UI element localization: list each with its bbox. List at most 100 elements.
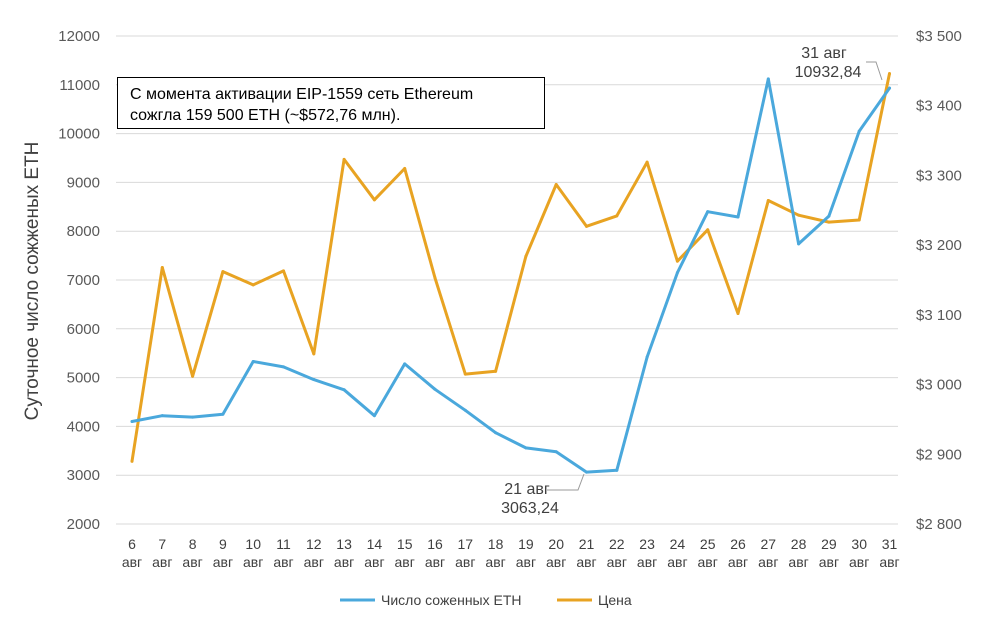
x-tick-day: 19 bbox=[518, 536, 534, 552]
point-burned-eth bbox=[130, 420, 134, 424]
series-line-price bbox=[130, 72, 891, 463]
left-tick-label: 11000 bbox=[59, 77, 100, 94]
annotation-max-value: 10932,84 bbox=[795, 64, 862, 81]
point-price bbox=[827, 220, 831, 224]
point-burned-eth bbox=[675, 271, 679, 275]
series-line-burned-eth bbox=[130, 77, 891, 474]
x-tick-day: 26 bbox=[730, 536, 746, 552]
point-price bbox=[130, 459, 134, 463]
point-burned-eth bbox=[433, 387, 437, 391]
legend-label-burned: Число соженных ETH bbox=[381, 592, 522, 608]
x-tick-day: 18 bbox=[488, 536, 504, 552]
right-tick-label: $3 300 bbox=[916, 167, 962, 184]
x-tick-day: 14 bbox=[367, 536, 383, 552]
x-tick-day: 25 bbox=[700, 536, 716, 552]
point-price bbox=[706, 228, 710, 232]
point-burned-eth bbox=[736, 215, 740, 219]
x-tick-month: авг bbox=[758, 554, 778, 570]
x-tick-day: 23 bbox=[639, 536, 655, 552]
left-tick-label: 10000 bbox=[58, 126, 100, 143]
point-burned-eth bbox=[585, 470, 588, 474]
x-tick-day: 15 bbox=[397, 536, 413, 552]
right-tick-label: $3 500 bbox=[916, 28, 962, 45]
point-price bbox=[433, 276, 437, 280]
x-tick-month: авг bbox=[546, 554, 566, 570]
note-line-1: С момента активации EIP-1559 сеть Ethere… bbox=[130, 86, 474, 103]
point-burned-eth bbox=[463, 408, 467, 412]
x-tick-month: авг bbox=[425, 554, 445, 570]
right-tick-label: $3 400 bbox=[916, 98, 962, 115]
x-tick-month: авг bbox=[637, 554, 657, 570]
x-tick-day: 13 bbox=[336, 536, 352, 552]
point-burned-eth bbox=[191, 415, 195, 419]
x-tick-month: авг bbox=[607, 554, 627, 570]
annotation-min-date: 21 авг bbox=[504, 481, 550, 498]
point-burned-eth bbox=[797, 242, 801, 246]
left-tick-label: 3000 bbox=[67, 467, 100, 484]
point-burned-eth bbox=[221, 412, 225, 416]
x-tick-month: авг bbox=[849, 554, 869, 570]
point-burned-eth bbox=[857, 129, 861, 133]
point-price bbox=[888, 72, 891, 76]
right-axis-ticks: $2 800 $2 900 $3 000 $3 100 $3 200 $3 300 $3 4… bbox=[916, 28, 962, 533]
x-tick-month: авг bbox=[516, 554, 536, 570]
point-burned-eth bbox=[827, 214, 831, 218]
x-tick-month: авг bbox=[395, 554, 415, 570]
point-burned-eth bbox=[615, 468, 619, 472]
x-tick-day: 28 bbox=[791, 536, 807, 552]
point-price bbox=[282, 269, 285, 273]
x-tick-day: 21 bbox=[579, 536, 595, 552]
x-tick-month: авг bbox=[334, 554, 354, 570]
x-tick-day: 9 bbox=[219, 536, 227, 552]
point-price bbox=[585, 224, 588, 228]
x-tick-day: 6 bbox=[128, 536, 136, 552]
point-price bbox=[736, 311, 740, 315]
point-burned-eth bbox=[342, 388, 346, 392]
x-tick-month: авг bbox=[213, 554, 233, 570]
x-tick-month: авг bbox=[273, 554, 293, 570]
x-tick-day: 30 bbox=[851, 536, 867, 552]
left-tick-label: 2000 bbox=[67, 516, 100, 533]
note-box: С момента активации EIP-1559 сеть Ethere… bbox=[117, 77, 545, 129]
x-tick-month: авг bbox=[485, 554, 505, 570]
point-price bbox=[645, 160, 649, 164]
left-tick-label: 4000 bbox=[67, 418, 100, 435]
point-price bbox=[524, 254, 528, 258]
point-price bbox=[857, 218, 861, 222]
y-axis-label: Суточное число сожженых ETH bbox=[22, 142, 43, 421]
x-tick-day: 16 bbox=[427, 536, 443, 552]
x-tick-day: 12 bbox=[306, 536, 322, 552]
x-tick-day: 8 bbox=[189, 536, 197, 552]
x-tick-month: авг bbox=[304, 554, 324, 570]
annotation-min: 21 авг 3063,24 bbox=[501, 473, 585, 517]
legend-label-price: Цена bbox=[598, 592, 632, 608]
point-burned-eth bbox=[282, 365, 285, 369]
left-tick-label: 7000 bbox=[67, 272, 100, 289]
point-burned-eth bbox=[403, 362, 407, 366]
point-burned-eth bbox=[554, 450, 558, 454]
x-tick-month: авг bbox=[243, 554, 263, 570]
point-burned-eth bbox=[494, 431, 498, 435]
x-tick-month: авг bbox=[788, 554, 808, 570]
note-line-2: сожгла 159 500 ETH (~$572,76 млн). bbox=[130, 107, 401, 124]
x-tick-day: 7 bbox=[158, 536, 166, 552]
point-price bbox=[221, 270, 225, 274]
x-tick-month: авг bbox=[819, 554, 839, 570]
point-burned-eth bbox=[160, 414, 164, 418]
point-price bbox=[160, 265, 164, 269]
x-tick-month: авг bbox=[667, 554, 687, 570]
x-tick-day: 29 bbox=[821, 536, 837, 552]
right-tick-label: $2 800 bbox=[916, 516, 962, 533]
x-tick-month: авг bbox=[152, 554, 172, 570]
point-price bbox=[675, 259, 679, 263]
x-tick-day: 31 bbox=[882, 536, 898, 552]
point-price bbox=[251, 283, 255, 287]
point-burned-eth bbox=[645, 355, 649, 359]
x-tick-month: авг bbox=[728, 554, 748, 570]
point-burned-eth bbox=[372, 414, 376, 418]
point-price bbox=[403, 166, 407, 170]
x-tick-day: 20 bbox=[548, 536, 564, 552]
point-burned-eth bbox=[312, 378, 316, 382]
right-tick-label: $3 100 bbox=[916, 307, 962, 324]
